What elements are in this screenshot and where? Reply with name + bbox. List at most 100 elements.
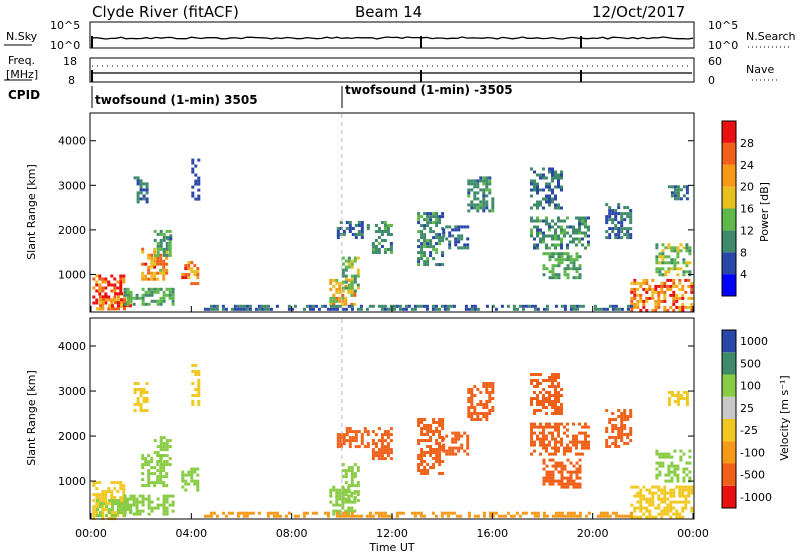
echo-cell (548, 376, 551, 379)
echo-cell (611, 304, 615, 308)
echo-cell (664, 255, 668, 259)
echo-cell (344, 514, 348, 518)
echo-cell (98, 499, 102, 503)
echo-cell (344, 499, 348, 503)
echo-cell (548, 185, 551, 189)
echo-cell (193, 467, 197, 471)
echo-cell (360, 224, 364, 227)
echo-cell (512, 307, 516, 311)
echo-cell (575, 440, 578, 444)
echo-cell (353, 302, 357, 306)
echo-cell (539, 382, 542, 385)
echo-cell (117, 511, 120, 515)
echo-cell (348, 445, 352, 449)
echo-cell (420, 448, 424, 451)
echo-cell (476, 412, 480, 415)
echo-cell (242, 304, 246, 308)
echo-cell (684, 506, 688, 510)
echo-cell (132, 500, 136, 504)
echo-cell (159, 457, 163, 461)
echo-cell (676, 473, 680, 477)
echo-cell (614, 224, 618, 228)
echo-cell (395, 304, 399, 308)
echo-cell (658, 261, 662, 265)
scatter-region (442, 431, 470, 456)
echo-cell (350, 506, 354, 510)
echo-cell (451, 228, 455, 232)
echo-cell (438, 463, 442, 466)
echo-cell (156, 271, 160, 275)
echo-cell (560, 206, 563, 210)
echo-cell (417, 457, 421, 460)
echo-cell (339, 433, 343, 437)
echo-cell (548, 379, 551, 382)
echo-cell (119, 283, 123, 287)
echo-cell (551, 514, 555, 518)
echo-cell (434, 304, 438, 308)
echo-cell (554, 388, 557, 391)
echo-cell (147, 293, 151, 297)
echo-cell (545, 437, 548, 441)
echo-cell (660, 497, 664, 501)
scatter-region (667, 185, 689, 201)
echo-cell (663, 290, 667, 294)
echo-cell (159, 299, 163, 303)
echo-cell (113, 283, 117, 287)
echo-cell (681, 287, 685, 291)
echo-cell (542, 307, 546, 311)
echo-cell (536, 216, 539, 220)
echo-cell (533, 307, 537, 311)
echo-cell (676, 400, 680, 403)
echo-cell (305, 511, 309, 515)
echo-cell (266, 304, 270, 308)
echo-cell (539, 200, 542, 204)
echo-cell (162, 460, 166, 464)
echo-cell (92, 508, 96, 512)
echo-cell (354, 236, 358, 239)
echo-cell (443, 304, 447, 308)
echo-cell (566, 243, 569, 247)
echo-cell (168, 250, 172, 254)
echo-cell (138, 500, 142, 504)
echo-cell (114, 499, 117, 503)
scatter-region (141, 247, 169, 281)
echo-cell (629, 227, 633, 231)
echo-cell (545, 464, 549, 468)
echo-cell (560, 176, 563, 180)
echo-cell (667, 267, 671, 271)
echo-cell (657, 290, 661, 294)
echo-cell (432, 257, 436, 261)
echo-cell (374, 239, 378, 242)
echo-cell (338, 299, 342, 303)
echo-cell (563, 270, 567, 274)
echo-cell (684, 488, 688, 492)
echo-cell (617, 227, 621, 231)
scatter-region (123, 494, 175, 516)
echo-cell (672, 308, 676, 312)
echo-cell (126, 299, 130, 303)
echo-cell (676, 273, 680, 277)
noise-left-tick-top: 10^5 (50, 19, 80, 32)
echo-cell (673, 197, 677, 201)
echo-cell (605, 430, 609, 433)
echo-cell (690, 509, 694, 513)
echo-cell (639, 293, 643, 297)
echo-cell (560, 482, 564, 486)
echo-cell (441, 424, 445, 427)
echo-cell (681, 515, 685, 519)
echo-cell (533, 182, 536, 186)
echo-cell (156, 506, 160, 510)
echo-cell (560, 470, 564, 474)
echo-cell (557, 394, 560, 397)
echo-cell (473, 514, 477, 518)
echo-cell (551, 267, 555, 271)
echo-cell (353, 484, 357, 488)
scatter-region (467, 176, 495, 213)
echo-cell (435, 221, 439, 225)
echo-cell (338, 287, 342, 291)
echo-cell (620, 433, 624, 436)
echo-cell (690, 290, 694, 294)
echo-cell (563, 258, 567, 262)
echo-cell (446, 304, 450, 308)
x-tick-label: 00:00 (75, 527, 107, 540)
